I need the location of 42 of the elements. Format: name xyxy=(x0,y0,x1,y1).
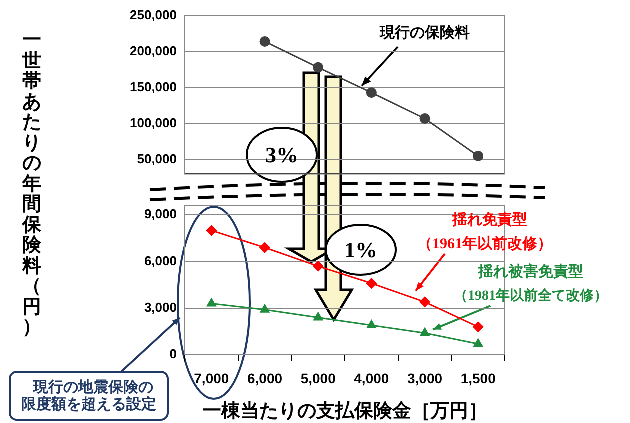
y-tick-label: 50,000 xyxy=(137,151,177,166)
point xyxy=(260,304,270,313)
x-tick-label: 6,000 xyxy=(247,370,283,386)
text: 揺れ免責型 xyxy=(452,211,528,229)
x-tick-label: 1,500 xyxy=(460,370,496,386)
x-tick-label: 4,000 xyxy=(354,370,390,386)
y-tick-label: 250,000 xyxy=(130,7,177,22)
point xyxy=(313,62,324,73)
point xyxy=(313,261,324,272)
x-tick-label: 5,000 xyxy=(300,370,336,386)
text: 揺れ被害免責型 xyxy=(478,263,584,281)
point xyxy=(260,36,270,47)
text: 一世帯あたりの年間保険料（円） xyxy=(22,30,42,338)
point xyxy=(206,225,217,236)
point xyxy=(420,296,430,308)
y-tick-label: 6,000 xyxy=(144,253,177,268)
annotation: （1961年以前改修） xyxy=(418,236,552,254)
y-tick-label: 0 xyxy=(170,346,177,362)
point xyxy=(314,312,323,321)
point xyxy=(260,242,270,254)
x-tick-label: 7,000 xyxy=(194,370,230,386)
text: 現行の保険料 xyxy=(380,24,470,42)
annotation: 1% xyxy=(344,237,378,263)
point xyxy=(366,88,377,98)
y-tick-label: 200,000 xyxy=(130,43,177,58)
annotation: 3% xyxy=(266,142,298,168)
point xyxy=(473,150,484,162)
point xyxy=(473,322,484,332)
text: 現行の地震保険の限度額を超える設定 xyxy=(20,378,158,414)
point xyxy=(474,338,483,348)
x-axis-title: 一棟当たりの支払保険金［万円］ xyxy=(202,400,488,422)
x-tick-label: 3,000 xyxy=(407,370,443,386)
point xyxy=(420,114,430,124)
point xyxy=(207,298,216,307)
y-tick-label: 100,000 xyxy=(130,115,177,130)
annotation: （1981年以前全て改修） xyxy=(454,288,608,306)
y-tick-label: 150,000 xyxy=(130,79,177,94)
point xyxy=(420,328,430,336)
y-tick-label: 9,000 xyxy=(144,206,177,222)
y-tick-label: 3,000 xyxy=(144,300,177,315)
point xyxy=(367,320,376,328)
point xyxy=(366,278,377,289)
